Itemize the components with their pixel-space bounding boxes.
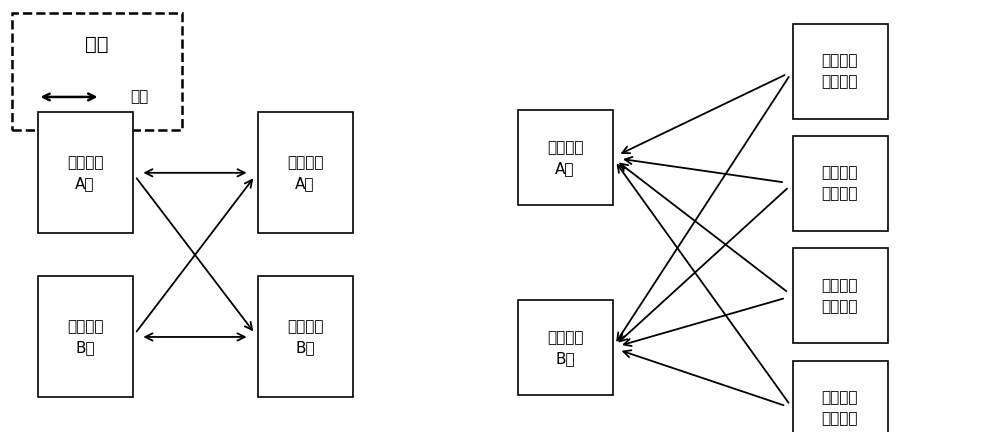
Text: 直流站控
A套: 直流站控 A套 [287, 155, 323, 191]
Bar [258, 276, 352, 397]
Bar [792, 361, 888, 432]
Bar [38, 112, 132, 233]
Text: 直流极２
控保Ｂ套: 直流极２ 控保Ｂ套 [822, 390, 858, 426]
Bar [12, 13, 182, 130]
FancyArrowPatch shape [622, 75, 785, 153]
Text: 稳控装置
B套: 稳控装置 B套 [547, 330, 583, 366]
FancyArrowPatch shape [618, 165, 789, 403]
FancyArrowPatch shape [145, 169, 245, 176]
Bar [38, 276, 132, 397]
FancyArrowPatch shape [619, 189, 787, 341]
FancyArrowPatch shape [137, 178, 252, 330]
Bar [792, 24, 888, 119]
Text: 图例: 图例 [85, 35, 109, 54]
Text: 稳控装置
B套: 稳控装置 B套 [67, 319, 103, 355]
FancyArrowPatch shape [623, 350, 784, 405]
Bar [792, 248, 888, 343]
Text: 直流极１
控保Ｂ套: 直流极１ 控保Ｂ套 [822, 165, 858, 202]
FancyArrowPatch shape [43, 94, 95, 100]
Bar [518, 110, 612, 205]
Text: 直流极２
控保Ａ套: 直流极２ 控保Ａ套 [822, 278, 858, 314]
Text: 直流站控
B套: 直流站控 B套 [287, 319, 323, 355]
FancyArrowPatch shape [620, 164, 786, 291]
Text: 稳控装置
A套: 稳控装置 A套 [67, 155, 103, 191]
Bar [258, 112, 352, 233]
FancyArrowPatch shape [624, 299, 783, 346]
Bar [792, 136, 888, 231]
Text: 稳控装置
A套: 稳控装置 A套 [547, 140, 583, 176]
FancyArrowPatch shape [617, 77, 789, 340]
FancyArrowPatch shape [137, 180, 252, 331]
Text: 直流极１
控保Ａ套: 直流极１ 控保Ａ套 [822, 53, 858, 89]
Text: 光纤: 光纤 [130, 89, 149, 105]
FancyArrowPatch shape [145, 334, 245, 340]
Bar [518, 300, 612, 395]
FancyArrowPatch shape [625, 157, 782, 182]
